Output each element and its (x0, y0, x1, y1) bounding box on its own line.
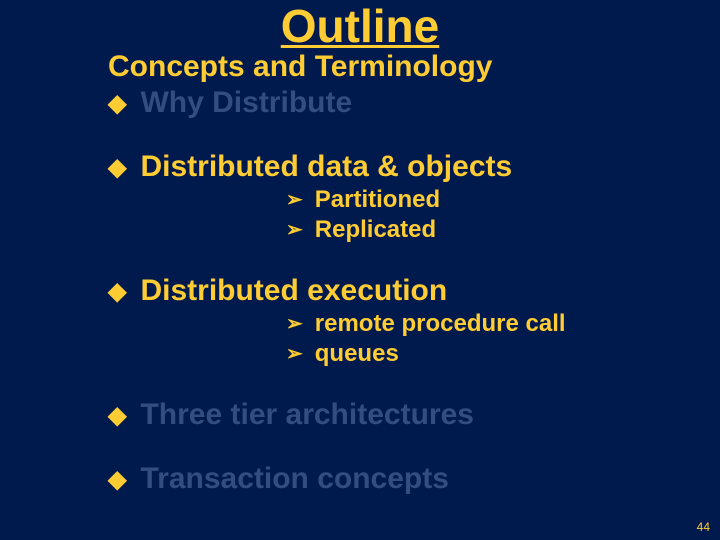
outline-item: ◆ Why Distribute (108, 86, 720, 120)
outline-subitem-text: Replicated (315, 216, 720, 244)
outline-item: ◆ Distributed data & objects (108, 150, 720, 184)
outline-item: ◆ Three tier architectures (108, 398, 720, 432)
outline-item-text: Three tier architectures (140, 398, 720, 432)
outline-subitem-text: Partitioned (315, 186, 720, 214)
outline-sublist: ➢ remote procedure call ➢ queues (286, 310, 720, 368)
arrow-bullet-icon: ➢ (286, 190, 303, 210)
outline-subitem: ➢ queues (286, 340, 720, 368)
outline-item-text: Distributed execution (140, 274, 720, 308)
arrow-bullet-icon: ➢ (286, 344, 303, 364)
outline-subitem: ➢ remote procedure call (286, 310, 720, 338)
diamond-bullet-icon: ◆ (108, 468, 126, 492)
diamond-bullet-icon: ◆ (108, 156, 126, 180)
slide-title: Outline (0, 0, 720, 50)
outline-subitem: ➢ Replicated (286, 216, 720, 244)
slide-subtitle: Concepts and Terminology (108, 50, 720, 84)
arrow-bullet-icon: ➢ (286, 220, 303, 240)
outline-subitem-text: queues (315, 340, 720, 368)
diamond-bullet-icon: ◆ (108, 92, 126, 116)
outline-subitem-text: remote procedure call (315, 310, 720, 338)
outline-item: ◆ Distributed execution (108, 274, 720, 308)
outline-item-text: Why Distribute (140, 86, 720, 120)
page-number: 44 (697, 520, 710, 534)
outline-item-text: Transaction concepts (140, 462, 720, 496)
outline-subitem: ➢ Partitioned (286, 186, 720, 214)
outline-item: ◆ Transaction concepts (108, 462, 720, 496)
outline-item-text: Distributed data & objects (140, 150, 720, 184)
arrow-bullet-icon: ➢ (286, 314, 303, 334)
diamond-bullet-icon: ◆ (108, 404, 126, 428)
outline-sublist: ➢ Partitioned ➢ Replicated (286, 186, 720, 244)
outline-list: ◆ Why Distribute ◆ Distributed data & objec… (108, 86, 720, 496)
diamond-bullet-icon: ◆ (108, 280, 126, 304)
slide: Outline Concepts and Terminology ◆ Why Di… (0, 0, 720, 540)
